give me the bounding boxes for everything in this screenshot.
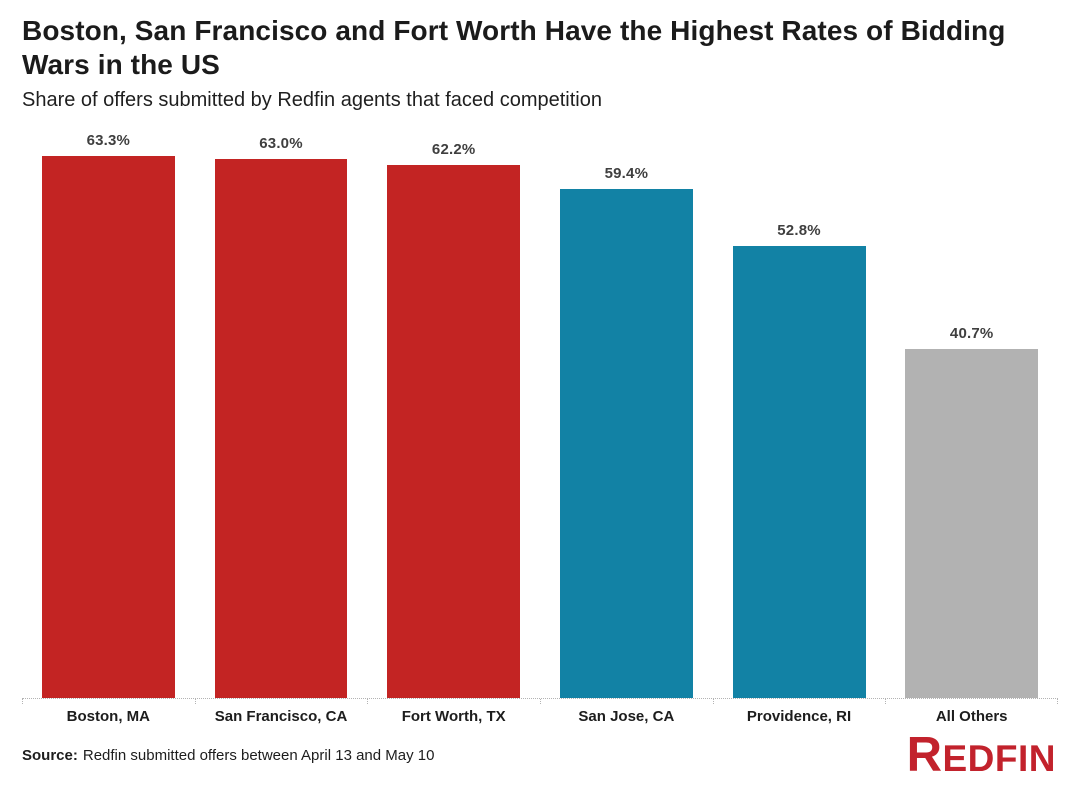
x-axis: Boston, MA San Francisco, CA Fort Worth, T…: [22, 698, 1058, 725]
x-axis-label: San Francisco, CA: [194, 699, 368, 725]
bar-value-label: 63.0%: [259, 135, 303, 153]
bar-value-label: 59.4%: [604, 165, 649, 183]
chart-footer: Source: Redfin submitted offers between A…: [22, 731, 1058, 780]
bar-san-jose-ca: [559, 189, 693, 699]
bar-fort-worth-tx: [387, 165, 521, 699]
bar-column: 52.8%: [713, 120, 886, 699]
x-axis-label: Boston, MA: [22, 699, 195, 725]
source-text: Redfin submitted offers between April 13…: [82, 747, 435, 765]
bar-column: 63.0%: [195, 120, 368, 699]
bar-value-label: 40.7%: [949, 325, 994, 343]
source-note: Source: Redfin submitted offers between A…: [22, 747, 434, 764]
x-axis-label: All Others: [885, 699, 1058, 725]
source-label: Source:: [22, 747, 78, 765]
bar-chart-plot-area: 63.3% 63.0% 62.2% 59.4% 52.8% 40.7%: [22, 120, 1058, 699]
bar-boston-ma: [41, 156, 175, 699]
bar-column: 63.3%: [22, 120, 195, 699]
chart-title-line1: Boston, San Francisco and Fort Worth Hav…: [22, 15, 1006, 46]
x-axis-label: Fort Worth, TX: [367, 699, 540, 725]
chart-title-line2: Wars in the US: [22, 49, 220, 81]
bar-all-others: [905, 349, 1039, 699]
x-axis-label: San Jose, CA: [540, 699, 713, 725]
chart-subtitle: Share of offers submitted by Redfin agen…: [22, 89, 602, 112]
bar-column: 62.2%: [367, 120, 540, 699]
bar-providence-ri: [732, 246, 866, 699]
bar-san-francisco-ca: [214, 159, 348, 699]
bar-column: 59.4%: [540, 120, 713, 699]
redfin-logo: REDFIN: [906, 728, 1056, 783]
bar-value-label: 63.3%: [86, 132, 131, 150]
bar-column: 40.7%: [885, 120, 1058, 699]
bar-value-label: 52.8%: [777, 222, 821, 240]
bar-value-label: 62.2%: [431, 141, 476, 159]
chart-title: Boston, San Francisco and Fort Worth Hav…: [22, 14, 1058, 82]
x-axis-label: Providence, RI: [712, 699, 886, 725]
